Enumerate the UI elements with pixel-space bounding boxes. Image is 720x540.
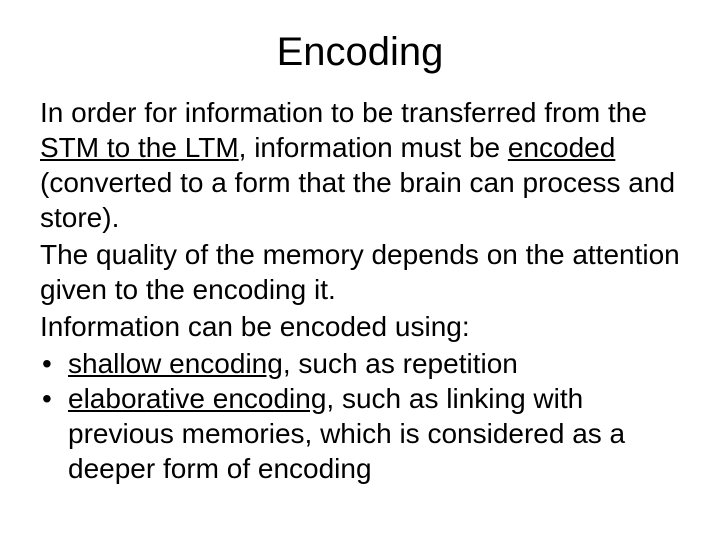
slide-title: Encoding: [40, 30, 680, 75]
b1-rest: , such as repetition: [283, 348, 518, 379]
p1-text-3: (converted to a form that the brain can …: [40, 167, 675, 233]
paragraph-3: Information can be encoded using:: [40, 309, 680, 344]
slide-body: In order for information to be transferr…: [40, 95, 680, 486]
p1-text-1: In order for information to be transferr…: [40, 97, 647, 128]
p1-text-2: , information must be: [239, 132, 508, 163]
p1-stm-ltm: STM to the LTM: [40, 132, 239, 163]
bullet-item-2: • elaborative encoding, such as linking …: [40, 381, 680, 486]
p1-encoded: encoded: [508, 132, 615, 163]
bullet-dot-icon: •: [42, 381, 52, 416]
slide: Encoding In order for information to be …: [0, 0, 720, 540]
bullet-dot-icon: •: [42, 346, 52, 381]
paragraph-1: In order for information to be transferr…: [40, 95, 680, 235]
bullet-list: • shallow encoding, such as repetition •…: [40, 346, 680, 486]
b1-underline: shallow encoding: [68, 348, 283, 379]
bullet-item-1: • shallow encoding, such as repetition: [40, 346, 680, 381]
paragraph-2: The quality of the memory depends on the…: [40, 237, 680, 307]
b2-underline: elaborative encoding: [68, 383, 326, 414]
